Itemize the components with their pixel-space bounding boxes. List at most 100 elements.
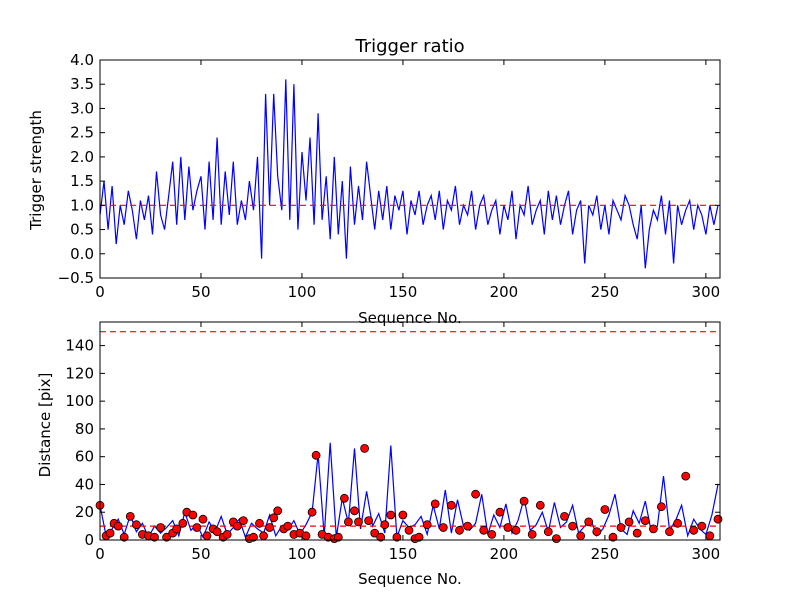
data-point (535, 500, 545, 510)
x-tick-label: 150 (389, 283, 418, 301)
x-tick-label: 300 (692, 545, 721, 563)
y-tick-label: 2.0 (70, 148, 94, 166)
data-point (283, 521, 293, 531)
series-group (100, 79, 720, 269)
data-point (192, 523, 202, 532)
x-tick-label: 0 (95, 545, 105, 563)
data-point (713, 514, 723, 524)
y-tick-label: 60 (75, 448, 94, 466)
y-tick-label: 2.5 (70, 124, 94, 142)
data-point (333, 532, 343, 542)
data-point (519, 496, 529, 506)
data-point (269, 513, 279, 523)
y-tick-label: 0.5 (70, 221, 94, 239)
data-point (364, 516, 374, 525)
trigger-ratio-chart: Trigger ratio Trigger strength Sequence … (27, 36, 721, 327)
data-point (414, 532, 424, 542)
axes-frame (99, 321, 721, 541)
x-tick-label: 100 (288, 545, 317, 563)
data-point (360, 443, 370, 453)
data-point (125, 512, 135, 521)
data-point (640, 516, 650, 525)
distance-chart: Distance [pix] Sequence No. 0 50 100 150 200… (36, 321, 723, 588)
data-point (238, 516, 248, 525)
data-point (471, 489, 481, 499)
x-tick-label: 150 (389, 545, 418, 563)
data-point (552, 534, 561, 543)
data-point (156, 523, 166, 532)
data-point (503, 523, 513, 532)
x-tick-label: 200 (490, 283, 519, 301)
x-tick-label: 300 (692, 283, 721, 301)
data-point (649, 524, 658, 534)
data-point (131, 520, 141, 530)
data-point (479, 525, 489, 535)
data-point (463, 521, 473, 531)
axes-frame (99, 59, 721, 279)
data-point (301, 531, 311, 541)
data-point (172, 524, 182, 534)
x-tick-label: 50 (191, 283, 210, 301)
data-point (584, 517, 594, 527)
y-tick-label: 0.0 (70, 245, 94, 263)
data-point (600, 505, 610, 514)
data-point (202, 531, 212, 541)
data-point (212, 527, 222, 537)
data-point (259, 531, 269, 541)
y-tick-label: 3.5 (70, 75, 94, 93)
data-point (113, 521, 123, 531)
data-point (430, 499, 440, 509)
data-point (495, 507, 505, 517)
data-point (681, 471, 691, 481)
data-point (665, 527, 674, 537)
data-point (386, 510, 396, 520)
data-point (354, 517, 363, 527)
data-point (705, 531, 715, 541)
data-point (576, 531, 586, 541)
data-point (178, 518, 188, 528)
data-point (697, 521, 707, 531)
data-point (438, 523, 448, 532)
data-point (455, 525, 464, 535)
data-point (398, 510, 408, 520)
data-point (673, 518, 682, 528)
data-point (543, 527, 553, 537)
y-tick-label: 140 (65, 337, 94, 355)
data-point (307, 507, 317, 517)
data-point (560, 512, 569, 521)
y-tick-label: −0.5 (58, 269, 94, 287)
y-axis-label: Trigger strength (27, 110, 45, 231)
data-point (487, 530, 497, 539)
data-point (632, 528, 642, 538)
y-tick-label: 4.0 (70, 51, 94, 69)
plot-area: 0 50 100 150 200 250 300 0 20 40 60 80 100 120 140 (65, 321, 723, 563)
data-point (188, 510, 198, 520)
data-point (568, 521, 577, 531)
data-point (689, 525, 699, 535)
data-point (376, 532, 386, 542)
data-point (422, 520, 432, 530)
data-point (511, 525, 521, 535)
data-point (232, 521, 242, 531)
y-tick-label: 3.0 (70, 99, 94, 117)
data-point (527, 530, 537, 539)
data-point (624, 517, 634, 527)
y-axis-label: Distance [pix] (36, 373, 54, 478)
y-tick-label: 120 (65, 364, 94, 382)
data-point (222, 530, 232, 539)
data-point (249, 532, 258, 542)
data-point (592, 527, 602, 537)
data-point (370, 528, 380, 538)
data-point (162, 532, 172, 542)
y-tick-label: 0 (84, 531, 94, 549)
y-tick-label: 80 (75, 420, 94, 438)
data-point (404, 525, 414, 535)
x-tick-label: 0 (95, 283, 105, 301)
data-point (446, 500, 456, 510)
chart-title: Trigger ratio (354, 36, 464, 57)
data-point (380, 520, 390, 530)
x-tick-label: 100 (288, 283, 317, 301)
data-point (198, 514, 208, 524)
data-point (150, 532, 159, 542)
